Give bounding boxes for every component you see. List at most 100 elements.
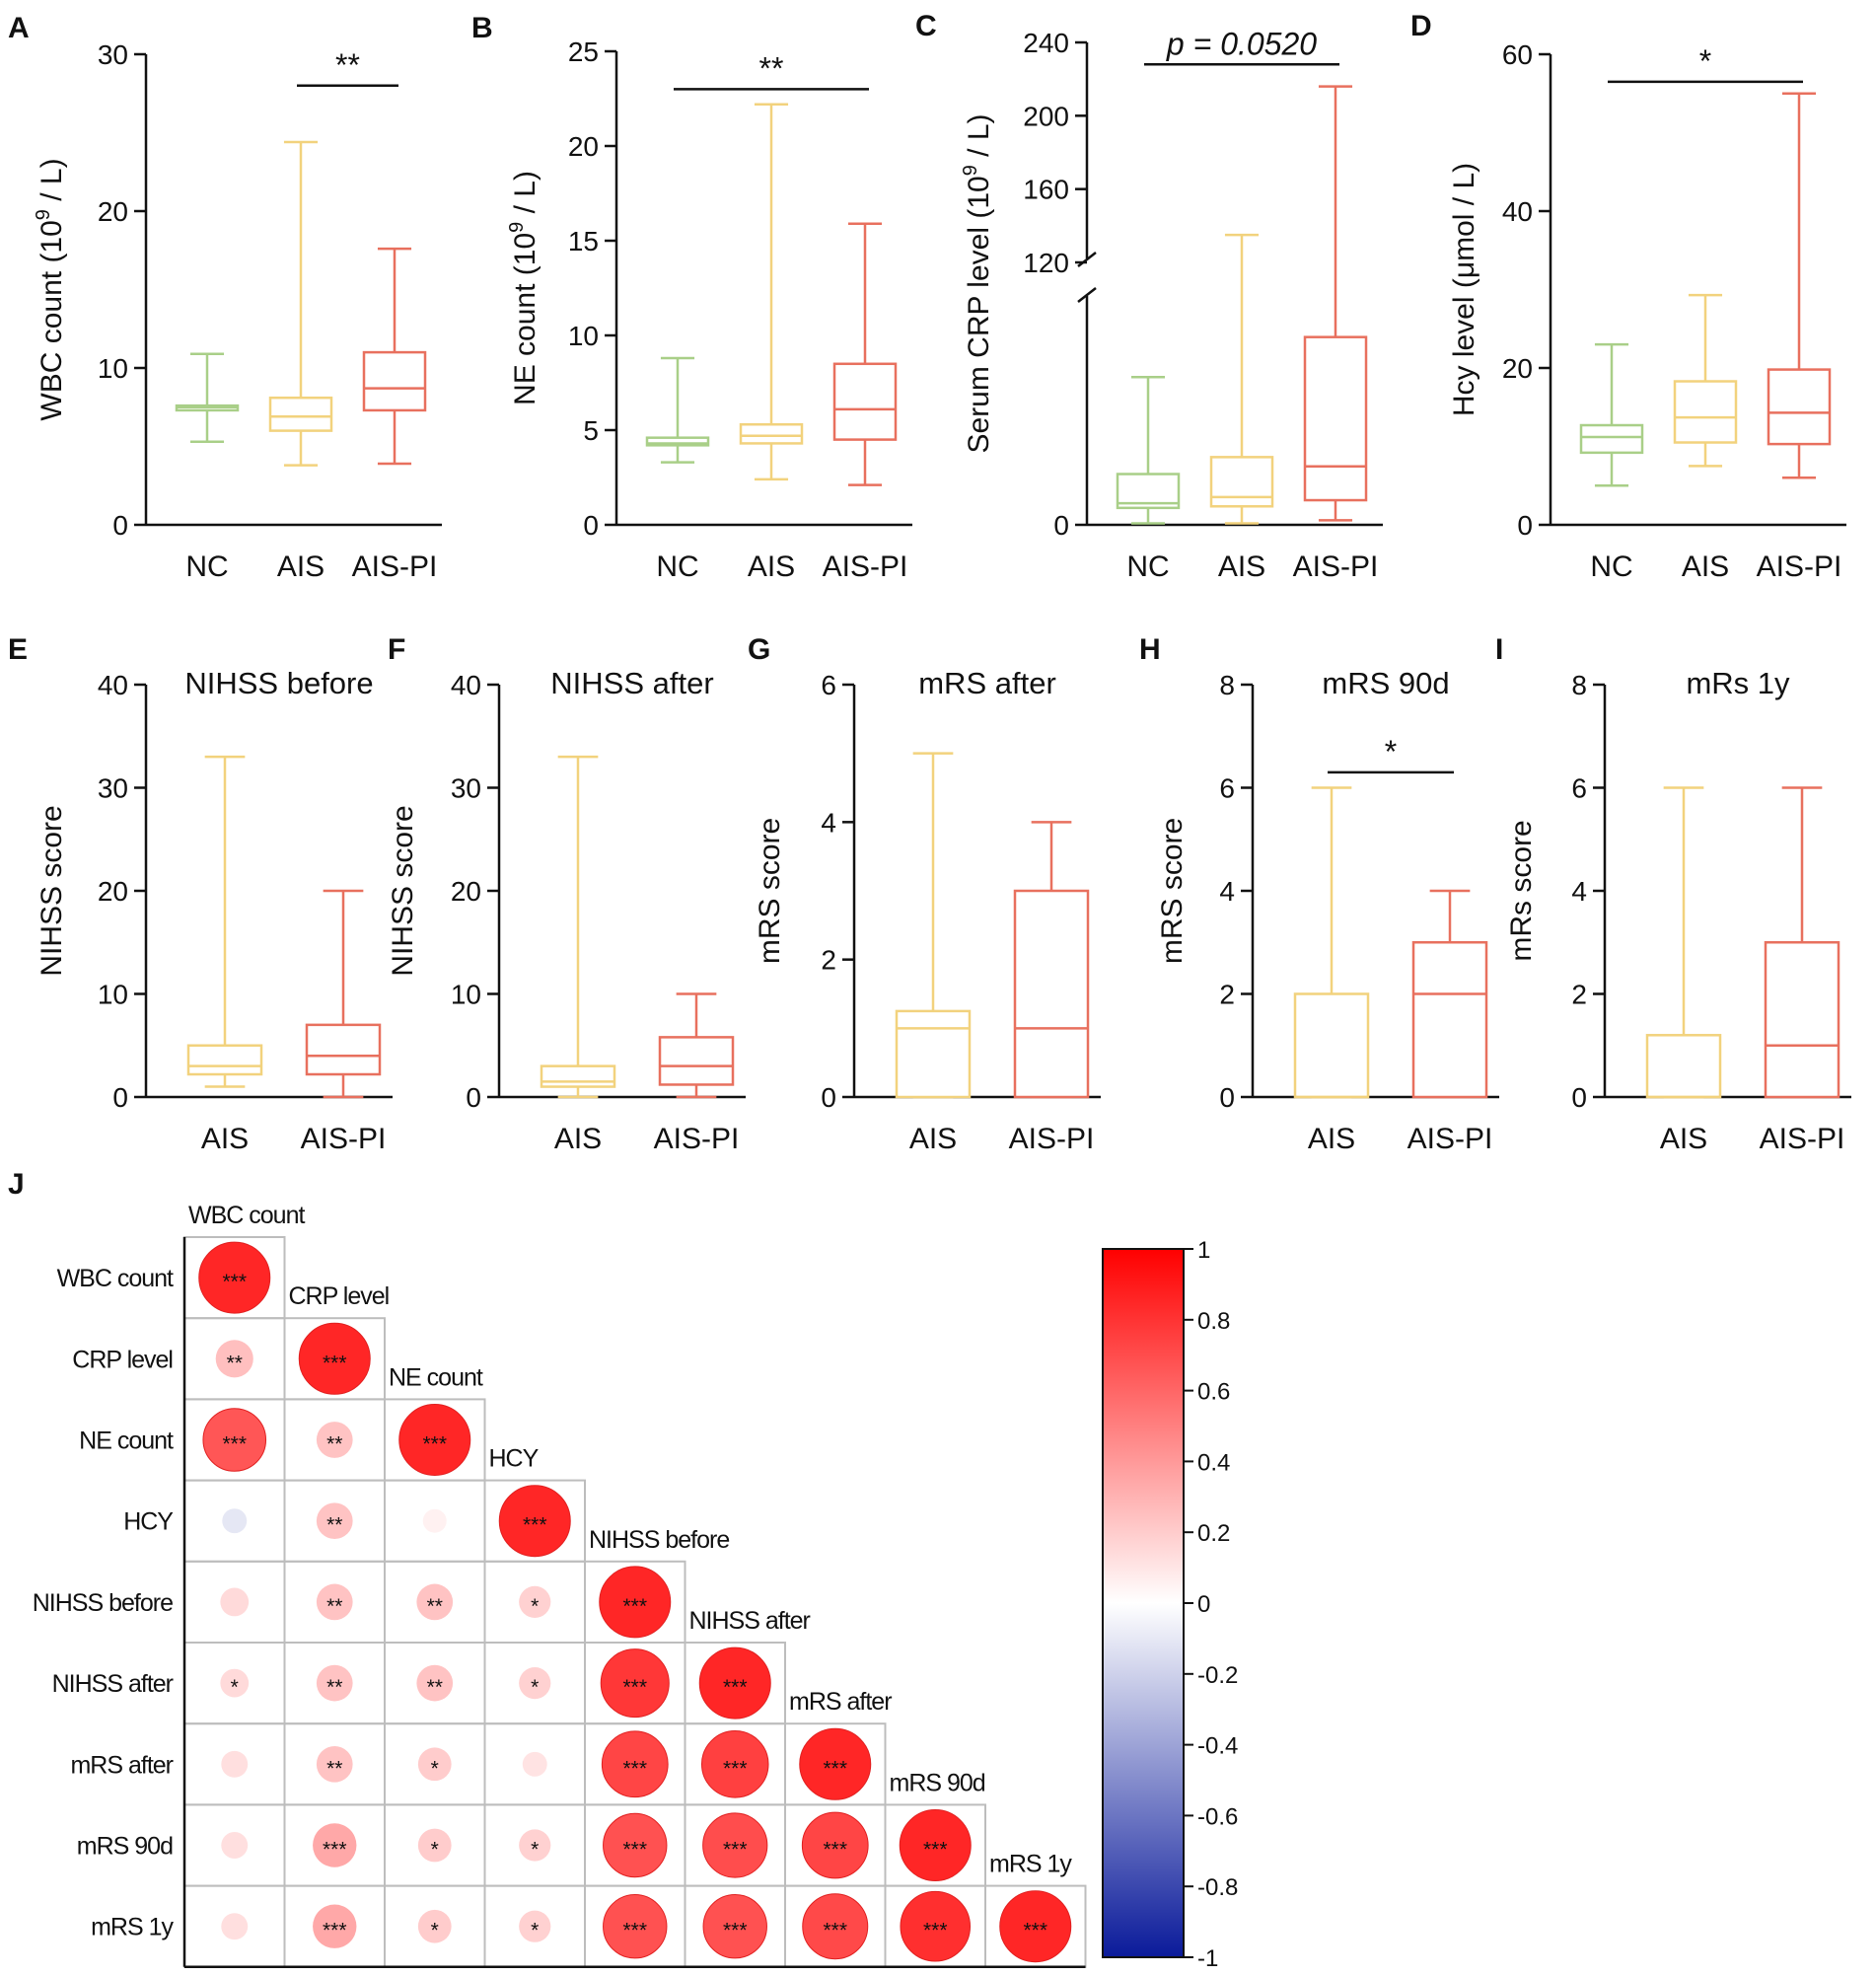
box-ais-pi: [832, 222, 898, 486]
box-iqr: [1767, 368, 1832, 446]
correlation-circle: [198, 1241, 271, 1314]
x-tick-label: NC: [185, 550, 228, 583]
box-iqr: [540, 1064, 616, 1088]
significance-label: *: [1385, 734, 1397, 769]
x-tick-label: AIS-PI: [823, 550, 908, 583]
x-tick-label: AIS: [1660, 1123, 1707, 1155]
y-tick-label: 160: [1023, 175, 1069, 205]
colorbar-tick-label: 0.6: [1197, 1379, 1230, 1406]
correlation-circle: [999, 1890, 1072, 1963]
colorbar-tick-label: -1: [1197, 1945, 1218, 1972]
colorbar-tick-label: -0.6: [1197, 1803, 1238, 1830]
column-label: NIHSS after: [689, 1607, 811, 1635]
y-axis-label: Hcy level (μmol / L): [1448, 163, 1480, 416]
box-ais: [1673, 293, 1738, 468]
x-tick-label: AIS-PI: [1293, 550, 1379, 583]
box-ais-pi: [362, 247, 427, 466]
y-axis-label: Serum CRP level (109 / L): [960, 113, 995, 453]
correlation-circle: [316, 1745, 353, 1783]
significance-stars: ***: [923, 1839, 948, 1862]
x-tick-label: NC: [656, 550, 698, 583]
box-iqr: [832, 362, 898, 441]
box-nc: [1579, 342, 1644, 487]
y-axis-label-tail: / L): [509, 171, 541, 222]
y-tick-label: 0: [112, 1082, 128, 1113]
y-axis-label: WBC count (109 / L): [33, 158, 68, 420]
correlation-circle: [221, 1832, 249, 1859]
y-tick-label: 15: [568, 226, 599, 256]
correlation-circle: [316, 1583, 353, 1621]
box-ais-pi: [658, 992, 735, 1099]
box-iqr: [1673, 380, 1738, 444]
y-tick-label: 240: [1023, 28, 1069, 58]
correlation-circle: [220, 1668, 250, 1698]
y-tick-label: 40: [451, 670, 481, 700]
box-ais-pi: [1013, 821, 1090, 1099]
y-tick-label: 20: [451, 876, 481, 907]
panel-label: H: [1139, 633, 1161, 666]
colorbar-tick-label: 0.4: [1197, 1449, 1230, 1476]
correlation-circle: [801, 1811, 869, 1879]
x-tick-label: AIS: [201, 1123, 249, 1155]
correlation-circle: [899, 1809, 972, 1881]
y-tick-label: 0: [1219, 1082, 1235, 1113]
significance-stars: **: [326, 1676, 342, 1699]
panel-d: D 0 20 40 60 Hcy level (μmol / L) NC AIS AIS-PI *: [1410, 10, 1846, 583]
x-tick-label: AIS-PI: [1757, 550, 1842, 583]
correlation-circle: [599, 1566, 672, 1639]
significance-stars: **: [427, 1676, 443, 1699]
significance-stars: ***: [622, 1839, 647, 1862]
significance-stars: *: [531, 1676, 539, 1699]
box-iqr: [658, 1036, 735, 1086]
box-iqr: [1303, 335, 1368, 502]
y-tick-label: 4: [1219, 876, 1235, 907]
panel-h: H 0 2 4 6 8 mRS score mRS 90d AIS AIS-PI *: [1139, 633, 1499, 1155]
significance-stars: ***: [222, 1271, 247, 1293]
box-iqr: [1579, 423, 1644, 455]
colorbar-tick-label: -0.4: [1197, 1733, 1238, 1760]
x-tick-label: NC: [1590, 550, 1632, 583]
box-ais: [1645, 786, 1722, 1099]
box-ais: [739, 103, 804, 481]
significance-stars: ***: [823, 1839, 847, 1862]
box-iqr: [268, 396, 333, 432]
significance-stars: *: [531, 1920, 539, 1942]
y-tick-label: 6: [1219, 773, 1235, 804]
column-label: mRS after: [789, 1688, 892, 1716]
y-tick-label: 0: [1517, 510, 1533, 541]
colorbar-tick-label: 1: [1197, 1237, 1210, 1264]
y-tick-label: 10: [568, 321, 599, 351]
box-iqr: [1013, 889, 1090, 1099]
significance-label: *: [1699, 43, 1711, 79]
box-ais-pi: [1303, 85, 1368, 522]
significance-stars: ***: [323, 1839, 347, 1862]
y-tick-label: 30: [451, 773, 481, 804]
y-tick-label: 40: [1502, 196, 1533, 227]
y-tick-label: 30: [98, 39, 128, 70]
significance-stars: ***: [622, 1757, 647, 1780]
colorbar-tick-label: 0.8: [1197, 1308, 1230, 1335]
box-iqr: [305, 1023, 382, 1076]
correlation-circle: [417, 1828, 452, 1863]
correlation-circle: [700, 1730, 769, 1798]
y-tick-label: 8: [1219, 670, 1235, 700]
correlation-circle: [221, 1750, 249, 1778]
significance-stars: ***: [622, 1676, 647, 1699]
row-label: NE count: [79, 1427, 174, 1455]
y-tick-label: 60: [1502, 39, 1533, 70]
y-axis-label-main: mRS score: [754, 818, 786, 964]
y-tick-label: 6: [1571, 773, 1587, 804]
significance-label: **: [335, 47, 360, 83]
box-ais: [268, 140, 333, 467]
correlation-circle: [417, 1747, 452, 1782]
panel-title: NIHSS before: [184, 666, 373, 700]
row-label: WBC count: [57, 1265, 174, 1292]
panel-e: E 0 10 20 30 40 NIHSS score NIHSS before AIS AIS-…: [8, 633, 393, 1155]
colorbar: [1102, 1248, 1185, 1958]
x-tick-label: AIS: [909, 1123, 957, 1155]
axis-break-mark: [1077, 252, 1097, 267]
x-tick-label: AIS: [277, 550, 325, 583]
box-ais-pi: [1411, 889, 1488, 1099]
box-ais: [186, 755, 263, 1088]
x-tick-label: AIS-PI: [301, 1123, 387, 1155]
